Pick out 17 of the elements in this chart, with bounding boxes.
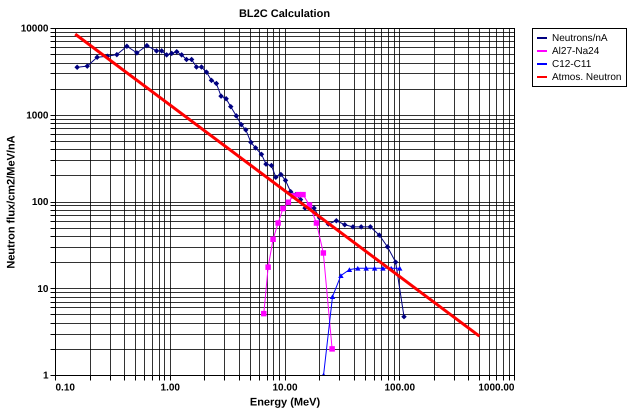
y-tick-label: 100 [32, 197, 49, 208]
x-tick-label: 1000.00 [478, 382, 515, 394]
chart-title: BL2C Calculation [238, 8, 330, 20]
y-tick-label: 1 [42, 370, 49, 382]
x-tick-label: 10.00 [272, 382, 298, 394]
legend-label: Neutrons/nA [552, 33, 608, 44]
legend-label: Atmos. Neutron [552, 72, 622, 83]
x-axis-title: Energy (MeV) [250, 396, 320, 408]
legend-label: Al27-Na24 [552, 46, 600, 57]
x-tick-label: 0.10 [56, 382, 76, 394]
x-tick-label: 1.00 [160, 382, 180, 394]
y-tick-label: 1000 [26, 110, 49, 122]
y-tick-label: 10 [37, 284, 49, 295]
y-tick-label: 10000 [20, 24, 49, 34]
legend-label: C12-C11 [552, 59, 592, 70]
x-tick-label: 100.00 [384, 382, 416, 394]
y-axis-title: Neutron flux/cm2/MeV/nA [6, 135, 18, 269]
